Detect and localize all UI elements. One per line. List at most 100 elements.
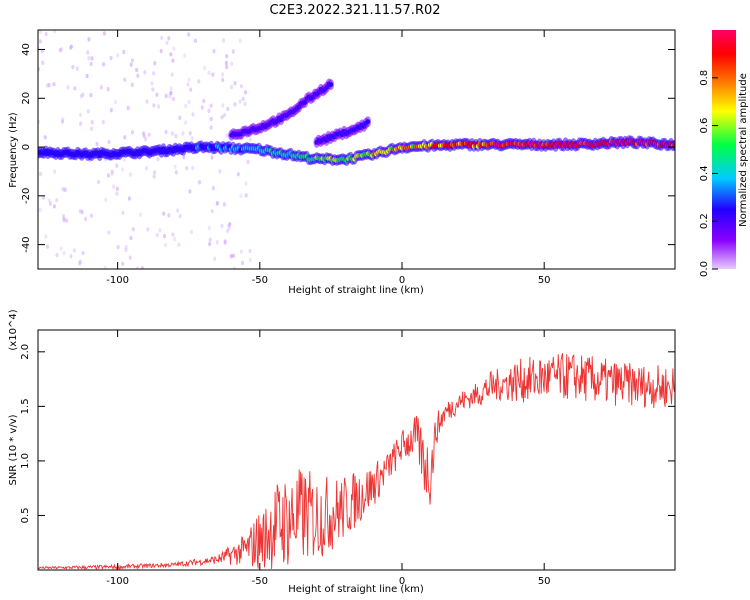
spectrogram-speckle bbox=[162, 211, 166, 216]
spectrogram-speckle bbox=[190, 136, 194, 141]
spectrogram-speckle bbox=[147, 132, 151, 137]
spectrogram-speckle bbox=[80, 209, 84, 215]
spectrogram-speckle bbox=[236, 171, 240, 177]
spectrogram-speckle bbox=[211, 72, 215, 77]
spectrogram-speckle bbox=[184, 120, 188, 125]
spectrogram-speckle bbox=[239, 249, 243, 254]
spectrogram-speckle bbox=[116, 53, 120, 58]
spectrogram-speckle bbox=[171, 58, 175, 63]
spectrogram-speckle bbox=[162, 233, 166, 239]
spectrogram-speckle bbox=[187, 99, 191, 105]
snr-ticks: -100 -50 0 50 0.5 1.0 1.5 2.0 bbox=[20, 330, 675, 587]
spectrogram-speckle bbox=[104, 197, 108, 202]
spectrogram-speckle bbox=[218, 169, 222, 174]
spectrogram-speckle bbox=[109, 55, 113, 61]
spectrogram-speckle bbox=[107, 230, 111, 235]
spectrogram-speckle bbox=[135, 67, 139, 73]
spectrogram-speckle bbox=[239, 193, 243, 198]
spectrogram-speckle bbox=[72, 248, 76, 253]
spectrogram-speckle bbox=[136, 73, 140, 79]
spectrogram-speckle bbox=[215, 240, 219, 245]
snr-background bbox=[38, 330, 675, 570]
spectrogram-speckle bbox=[225, 64, 229, 70]
colorbar-tick-label: 0.4 bbox=[699, 165, 710, 181]
spectrogram-speckle bbox=[79, 94, 83, 99]
spectrogram-speckle bbox=[90, 56, 94, 61]
spectrogram-speckle bbox=[215, 201, 219, 206]
spectrogram-speckle bbox=[121, 210, 125, 216]
spectrogram-ticks: -100 -50 0 50 -40 -20 0 20 40 bbox=[21, 30, 675, 286]
spectrogram-speckle bbox=[123, 77, 127, 82]
spectrogram-speckle bbox=[222, 38, 226, 43]
spectrogram-speckle bbox=[52, 82, 56, 87]
spectrogram-speckle bbox=[225, 53, 229, 59]
spectrogram-speckle bbox=[173, 164, 177, 170]
spectrogram-speckle bbox=[182, 154, 186, 160]
spectrogram-y-tick-label: 40 bbox=[21, 43, 32, 56]
spectrogram-speckle bbox=[73, 86, 77, 91]
colorbar-tick-label: 0.2 bbox=[699, 213, 710, 229]
spectrogram-speckle bbox=[227, 225, 231, 230]
spectrogram-speckle bbox=[90, 120, 94, 125]
spectrogram-speckle bbox=[240, 83, 244, 89]
spectrogram-speckle bbox=[69, 44, 73, 49]
spectrogram-x-tick-label: 0 bbox=[399, 275, 405, 286]
spectrogram-speckle bbox=[63, 187, 67, 193]
spectrogram-speckle bbox=[61, 213, 65, 219]
spectrogram-speckle bbox=[170, 72, 174, 77]
spectrogram-speckle bbox=[223, 239, 227, 244]
spectrogram-speckle bbox=[190, 229, 194, 235]
spectrogram-ridge-point bbox=[365, 119, 371, 125]
spectrogram-speckle bbox=[139, 212, 143, 218]
spectrogram-speckle bbox=[232, 266, 236, 269]
spectrogram-speckle bbox=[127, 196, 131, 201]
spectrogram-speckle bbox=[81, 250, 85, 256]
spectrogram-speckle bbox=[115, 163, 119, 168]
spectrogram-speckle bbox=[143, 70, 147, 75]
spectrogram-speckle bbox=[96, 179, 100, 185]
spectrogram-speckle bbox=[39, 171, 43, 177]
spectrogram-speckle bbox=[122, 157, 126, 162]
spectrogram-speckle bbox=[123, 135, 127, 140]
spectrogram-speckle bbox=[231, 49, 235, 54]
spectrogram-speckle bbox=[152, 103, 156, 108]
spectrogram-speckle bbox=[142, 131, 146, 136]
spectrogram-speckle bbox=[172, 46, 176, 51]
spectrogram-speckle bbox=[212, 49, 216, 54]
spectrogram-speckle bbox=[69, 254, 73, 259]
spectrogram-speckle bbox=[122, 49, 126, 55]
spectrogram-speckle bbox=[222, 202, 226, 207]
spectrogram-speckle bbox=[101, 119, 105, 125]
colorbar-label: Normalized spectral amplitude bbox=[738, 73, 749, 227]
spectrogram-speckle bbox=[113, 99, 117, 105]
spectrogram-speckle bbox=[47, 198, 51, 203]
spectrogram-speckle bbox=[171, 232, 175, 237]
snr-y-tick-label: 2.0 bbox=[20, 344, 31, 360]
spectrogram-speckle bbox=[228, 221, 232, 227]
spectrogram-speckle bbox=[129, 235, 133, 241]
spectrogram-x-tick-label: -100 bbox=[106, 275, 129, 286]
spectrogram-speckle bbox=[140, 266, 144, 269]
spectrogram-speckle bbox=[209, 116, 213, 122]
spectrogram-speckle bbox=[103, 265, 107, 269]
spectrogram-speckle bbox=[102, 31, 106, 36]
spectrogram-speckle bbox=[208, 237, 212, 242]
spectrogram-speckle bbox=[62, 216, 66, 221]
spectrogram-speckle bbox=[230, 61, 234, 67]
spectrogram-speckle bbox=[44, 31, 48, 37]
spectrogram-speckle bbox=[238, 99, 242, 104]
colorbar-gradient bbox=[712, 30, 736, 269]
spectrogram-speckle bbox=[112, 184, 116, 189]
spectrogram-speckle bbox=[78, 259, 82, 265]
spectrogram-speckle bbox=[71, 64, 75, 70]
spectrogram-speckle bbox=[145, 99, 149, 104]
spectrogram-speckle bbox=[233, 102, 237, 107]
spectrogram-speckle bbox=[160, 35, 164, 41]
spectrogram-y-label: Frequency (Hz) bbox=[8, 112, 19, 188]
spectrogram-speckle bbox=[155, 92, 159, 97]
spectrogram-speckle bbox=[66, 85, 70, 90]
spectrogram-speckle bbox=[207, 225, 211, 231]
spectrogram-frame bbox=[37, 29, 676, 270]
spectrogram-speckle bbox=[145, 166, 149, 171]
spectrogram-speckle bbox=[130, 82, 134, 88]
